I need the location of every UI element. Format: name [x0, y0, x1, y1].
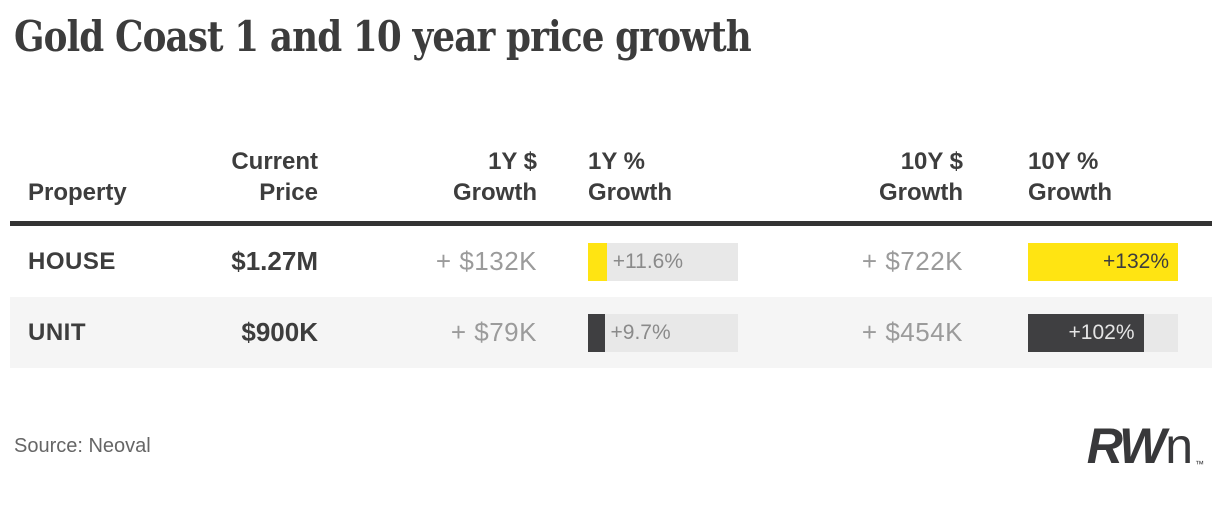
table-header-row: Property Current Price 1Y $ Growth 1Y % … [10, 130, 1212, 226]
rwn-logo-n: n [1165, 418, 1193, 474]
unit-1y-pct-cell: +9.7% [588, 313, 738, 352]
header-property: Property [28, 179, 127, 207]
header-1y-dollar-growth: 1Y $ Growth [453, 147, 537, 207]
unit-label: UNIT [28, 318, 86, 346]
unit-1y-pct-bar: +9.7% [588, 313, 738, 352]
unit-current-price: $900K [241, 317, 318, 347]
house-10y-pct-value: +132% [1103, 249, 1169, 273]
house-10y-pct-bar: +132% [1028, 242, 1178, 281]
house-10y-pct-bar-fill: +132% [1028, 242, 1178, 281]
unit-10y-pct-cell: +102% [1028, 313, 1178, 352]
house-10y-dollar-growth: + $722K [861, 246, 963, 276]
unit-10y-dollar-growth: + $454K [861, 317, 963, 347]
unit-1y-pct-bar-fill [588, 313, 605, 352]
rwn-logo-rw: RW [1086, 418, 1166, 474]
house-label: HOUSE [28, 247, 116, 275]
header-1y-pct-growth: 1Y % Growth [588, 147, 672, 207]
unit-1y-dollar-growth: + $79K [450, 317, 537, 347]
unit-10y-pct-bar-fill: +102% [1028, 313, 1144, 352]
unit-10y-pct-value: +102% [1068, 320, 1135, 344]
house-1y-pct-bar-fill [588, 242, 607, 281]
house-1y-pct-cell: +11.6% [588, 242, 738, 281]
source-credit: Source: Neoval [14, 434, 151, 457]
footer: Source: Neoval RW n ™ [14, 416, 1204, 476]
house-1y-pct-value: +11.6% [612, 249, 683, 273]
house-10y-pct-cell: +132% [1028, 242, 1178, 281]
header-10y-dollar-growth: 10Y $ Growth [879, 147, 963, 207]
price-growth-table: Property Current Price 1Y $ Growth 1Y % … [10, 130, 1212, 368]
trademark-symbol: ™ [1195, 459, 1204, 469]
rwn-logo: RW n ™ [1087, 421, 1204, 471]
header-current-price: Current Price [231, 147, 318, 207]
header-10y-pct-growth: 10Y % Growth [1028, 147, 1112, 207]
table-row-house: HOUSE $1.27M + $132K +11.6% + $722K +132… [10, 226, 1212, 297]
unit-1y-pct-value: +9.7% [610, 320, 671, 344]
unit-10y-pct-bar: +102% [1028, 313, 1178, 352]
house-current-price: $1.27M [231, 246, 318, 276]
house-1y-pct-bar: +11.6% [588, 242, 738, 281]
house-1y-dollar-growth: + $132K [435, 246, 537, 276]
table-row-unit: UNIT $900K + $79K +9.7% + $454K +102% [10, 297, 1212, 368]
page-title: Gold Coast 1 and 10 year price growth [14, 12, 752, 61]
